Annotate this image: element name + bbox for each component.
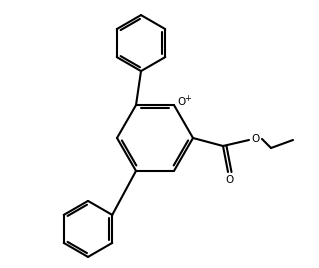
Text: O: O [252,134,260,144]
Text: +: + [185,94,191,103]
Text: O: O [226,175,234,185]
Text: O: O [178,97,186,107]
